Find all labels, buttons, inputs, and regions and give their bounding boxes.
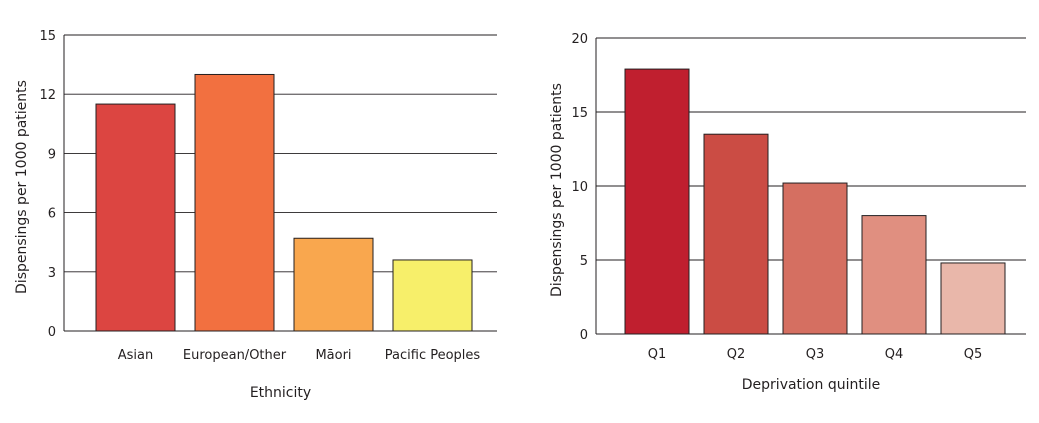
bar-asian [95, 103, 176, 332]
category-label: Māori [315, 348, 351, 363]
x-axis-title: Ethnicity [250, 385, 311, 401]
bar-q2 [703, 133, 769, 335]
category-label: Q1 [648, 347, 667, 362]
category-label: Pacific Peoples [385, 348, 481, 363]
bar-q1 [624, 68, 690, 335]
category-label: Asian [118, 348, 153, 363]
category-label: Q2 [727, 347, 746, 362]
category-label: Q5 [964, 347, 983, 362]
bar-pacific-peoples [392, 259, 473, 332]
category-label: European/Other [183, 348, 287, 363]
y-axis-title: Dispensings per 1000 patients [549, 83, 565, 297]
bar-european-other [194, 73, 275, 332]
deprivation-chart: 0 5 10 15 20 Q1 Q2 Q3 Q4 Q5 Deprivation quintile Di… [549, 32, 1026, 393]
x-axis-title: Deprivation quintile [742, 377, 880, 393]
y-tick-label: 9 [48, 147, 56, 162]
y-tick-label: 10 [571, 180, 588, 195]
bar-q3 [782, 182, 848, 335]
category-label: Q3 [806, 347, 825, 362]
y-axis-title: Dispensings per 1000 patients [14, 80, 30, 294]
y-tick-label: 6 [48, 207, 56, 222]
y-tick-label: 5 [580, 254, 588, 269]
y-tick-label: 15 [571, 106, 588, 121]
y-tick-label: 0 [580, 328, 588, 343]
y-tick-label: 15 [39, 29, 56, 44]
bar-m-ori [293, 237, 374, 332]
y-tick-label: 3 [48, 266, 56, 281]
y-tick-label: 12 [39, 88, 56, 103]
ethnicity-chart: 0 3 6 9 12 15 Asian European/Other Māori Pacific … [14, 29, 497, 401]
bar-q5 [940, 262, 1006, 335]
bar-q4 [861, 215, 927, 335]
y-tick-label: 20 [571, 32, 588, 47]
category-label: Q4 [885, 347, 904, 362]
y-tick-label: 0 [48, 325, 56, 340]
